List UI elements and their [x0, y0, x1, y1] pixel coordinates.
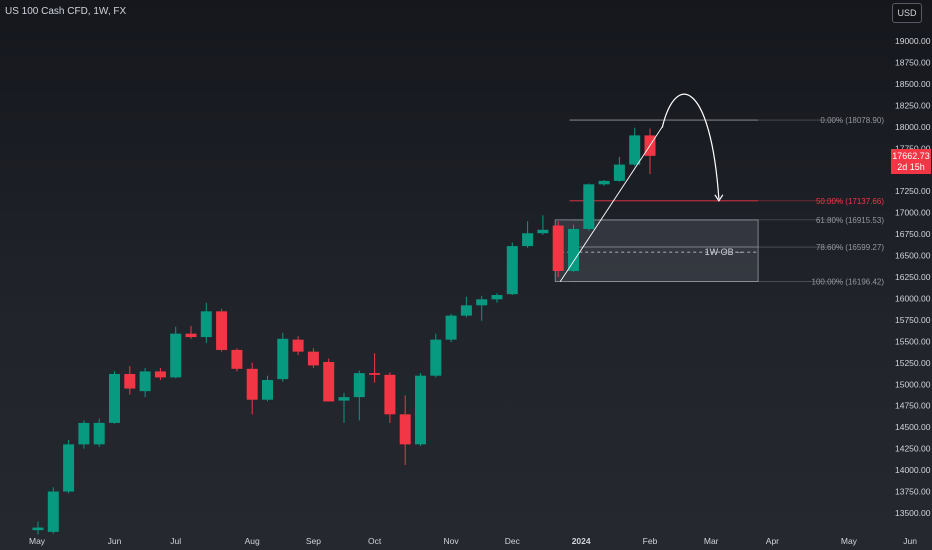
candle-body-23[interactable] — [384, 374, 396, 415]
candle-body-16[interactable] — [277, 338, 289, 380]
x-tick-label: Sep — [306, 536, 321, 546]
y-tick-label: 16750.00 — [895, 229, 931, 239]
candle-body-21[interactable] — [353, 373, 365, 398]
x-tick-label: Jun — [903, 536, 917, 546]
y-tick-label: 19000.00 — [895, 36, 931, 46]
candle-body-8[interactable] — [154, 371, 166, 378]
y-tick-label: 14250.00 — [895, 444, 931, 454]
candle-body-5[interactable] — [109, 373, 120, 423]
candle-body-12[interactable] — [216, 311, 228, 350]
candle-body-26[interactable] — [430, 339, 442, 376]
y-tick-label: 17250.00 — [895, 186, 931, 196]
y-tick-label: 16250.00 — [895, 272, 931, 282]
candle-body-29[interactable] — [476, 299, 488, 306]
candle-body-28[interactable] — [460, 305, 472, 316]
order-block-label: 1W OB -- — [705, 247, 743, 257]
x-tick-label: Oct — [368, 536, 382, 546]
candle-body-1[interactable] — [47, 491, 59, 532]
candle-body-25[interactable] — [415, 375, 426, 445]
chart-title: US 100 Cash CFD, 1W, FX — [5, 6, 127, 17]
candle-body-32[interactable] — [522, 233, 534, 247]
fib-label-3: 78.60% (16599.27) — [816, 243, 884, 252]
y-tick-label: 18750.00 — [895, 57, 931, 67]
candle-body-6[interactable] — [124, 373, 136, 389]
y-tick-label: 18000.00 — [895, 122, 931, 132]
candle-body-22[interactable] — [369, 373, 381, 375]
y-tick-label: 15500.00 — [895, 336, 931, 346]
candle-body-0[interactable] — [32, 527, 44, 531]
candle-body-20[interactable] — [338, 397, 350, 401]
candle-body-24[interactable] — [399, 414, 411, 445]
candle-body-11[interactable] — [200, 311, 212, 338]
candle-body-36[interactable] — [583, 184, 595, 229]
x-tick-label: Nov — [444, 536, 460, 546]
candle-body-33[interactable] — [537, 229, 549, 234]
candle-body-35[interactable] — [568, 228, 579, 271]
projection-layer — [559, 93, 724, 282]
y-tick-label: 14750.00 — [895, 401, 931, 411]
fib-label-4: 100.00% (16196.42) — [812, 278, 885, 287]
candle-body-15[interactable] — [262, 379, 273, 400]
x-tick-label: May — [841, 536, 858, 546]
projection-arrow — [661, 93, 720, 199]
y-tick-label: 16000.00 — [895, 293, 931, 303]
trend-line — [559, 126, 663, 282]
y-tick-label: 18250.00 — [895, 100, 931, 110]
candle-body-19[interactable] — [323, 361, 335, 402]
currency-button[interactable]: USD — [892, 3, 922, 23]
candle-body-27[interactable] — [445, 315, 457, 340]
candle-body-9[interactable] — [170, 333, 182, 378]
y-tick-label: 16500.00 — [895, 251, 931, 261]
x-tick-label: Feb — [643, 536, 658, 546]
x-axis: May Jun Jul Aug Sep Oct Nov Dec 2024 Feb Mar Apr May… — [29, 536, 917, 546]
projection-arrowhead — [714, 194, 724, 202]
y-tick-label: 15750.00 — [895, 315, 931, 325]
y-tick-label: 14000.00 — [895, 465, 931, 475]
y-tick-label: 18500.00 — [895, 79, 931, 89]
y-tick-label: 13500.00 — [895, 508, 931, 518]
candle-body-30[interactable] — [491, 295, 503, 300]
fib-label-0: 0.00% (18078.90) — [820, 116, 884, 125]
y-tick-label: 14500.00 — [895, 422, 931, 432]
y-tick-label: 13750.00 — [895, 487, 931, 497]
x-tick-label: Dec — [505, 536, 521, 546]
x-tick-label: Apr — [766, 536, 779, 546]
candle-body-39[interactable] — [629, 135, 641, 165]
candle-body-10[interactable] — [185, 333, 197, 338]
candle-body-18[interactable] — [307, 351, 319, 366]
y-tick-label: 17750.00 — [895, 143, 931, 153]
candle-body-31[interactable] — [506, 246, 518, 295]
candle-body-2[interactable] — [63, 444, 75, 492]
candle-body-7[interactable] — [139, 371, 151, 392]
candles-layer — [32, 127, 656, 535]
candle-body-13[interactable] — [231, 349, 243, 369]
candle-body-37[interactable] — [598, 180, 610, 185]
x-tick-label: May — [29, 536, 46, 546]
order-block-layer: 1W OB -- — [554, 219, 759, 282]
x-tick-label: Mar — [704, 536, 719, 546]
candle-body-34[interactable] — [552, 225, 564, 271]
x-tick-label: Aug — [245, 536, 260, 546]
bar-countdown: 2d 15h — [897, 162, 925, 172]
candle-body-3[interactable] — [78, 422, 90, 445]
current-price: 17662.73 — [892, 151, 930, 161]
y-tick-label: 15250.00 — [895, 358, 931, 368]
candle-body-14[interactable] — [246, 368, 258, 400]
y-tick-label: 17000.00 — [895, 208, 931, 218]
candle-body-4[interactable] — [93, 422, 105, 445]
x-tick-label: 2024 — [572, 536, 591, 546]
fib-label-2: 61.80% (16915.53) — [816, 216, 884, 225]
y-tick-label: 15000.00 — [895, 379, 931, 389]
current-price-tag: 17662.73 2d 15h — [891, 149, 931, 174]
candle-body-38[interactable] — [613, 164, 625, 181]
fib-label-1: 50.00% (17137.66) — [816, 197, 884, 206]
y-axis: 13500.00 13750.00 14000.00 14250.00 14500.00… — [895, 36, 931, 518]
candle-body-17[interactable] — [292, 339, 304, 352]
x-tick-label: Jun — [108, 536, 122, 546]
x-tick-label: Jul — [170, 536, 181, 546]
